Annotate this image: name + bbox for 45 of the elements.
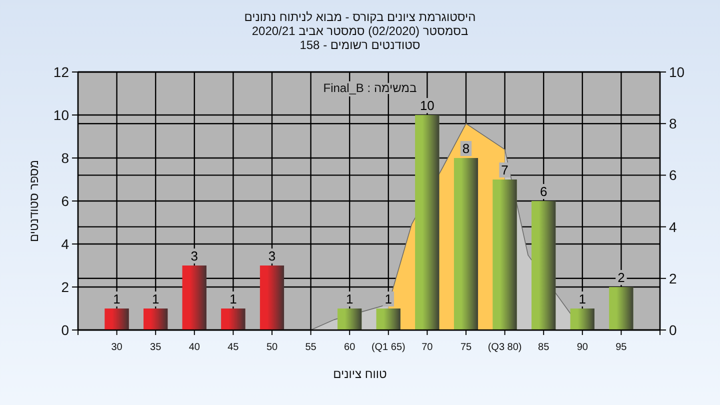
x-tick-label: 50 <box>266 342 278 353</box>
y2-tick-label: 4 <box>669 218 677 235</box>
x-tick-label: 45 <box>228 342 240 353</box>
x-tick-label: 95 <box>616 342 628 353</box>
x-tick-label: (Q3 80) <box>488 342 522 353</box>
data-label: 10 <box>420 98 434 113</box>
y2-tick-label: 10 <box>669 64 685 80</box>
x-tick-label: 35 <box>150 342 162 353</box>
y-tick-label: 12 <box>53 64 70 80</box>
x-tick-label: 75 <box>460 342 472 353</box>
x-tick-label: 30 <box>111 342 123 353</box>
chart-title: היסטוגרמת ציונים בקורס - מבוא לניתוח נתונים <box>244 10 476 24</box>
data-label: 1 <box>230 292 237 306</box>
data-label: 3 <box>268 248 276 264</box>
x-tick-label: 55 <box>305 342 317 353</box>
y2-tick-label: 8 <box>669 116 677 132</box>
data-label: 1 <box>152 292 160 306</box>
chart-subtitle: בסמסטר (02/2020) סמסטר אביב 2020/21 <box>252 24 468 38</box>
data-label: 2 <box>618 270 625 285</box>
y2-tick-label: 0 <box>669 322 677 338</box>
x-tick-label: 70 <box>422 342 434 353</box>
data-label: 8 <box>462 141 470 156</box>
x-tick-label: (Q1 65) <box>371 342 406 353</box>
data-label: 3 <box>190 248 198 264</box>
data-label: 1 <box>346 292 354 306</box>
data-label: 1 <box>578 292 586 306</box>
text: סטודנטים רשומים - 158 <box>300 38 420 52</box>
data-label: 6 <box>540 184 548 199</box>
y-tick-label: 4 <box>61 236 70 252</box>
y-tick-label: 10 <box>53 107 70 123</box>
data-label: 1 <box>384 292 392 306</box>
x-tick-label: 85 <box>538 342 550 353</box>
data-label: 1 <box>113 292 120 306</box>
x-axis-title: טווח ציונים <box>333 367 388 381</box>
y-tick-label: 2 <box>61 279 70 295</box>
y-axis-title: מספר סטודנטים <box>27 160 41 242</box>
data-label: 7 <box>501 162 508 178</box>
x-tick-label: 40 <box>188 342 200 353</box>
x-tick-label: 90 <box>576 342 588 353</box>
y-tick-label: 6 <box>61 193 70 209</box>
y-tick-label: 8 <box>61 150 70 166</box>
y2-tick-label: 6 <box>669 167 677 184</box>
y-tick-label: 0 <box>61 322 70 338</box>
x-tick-label: 60 <box>344 342 356 353</box>
y2-tick-label: 2 <box>669 270 677 286</box>
